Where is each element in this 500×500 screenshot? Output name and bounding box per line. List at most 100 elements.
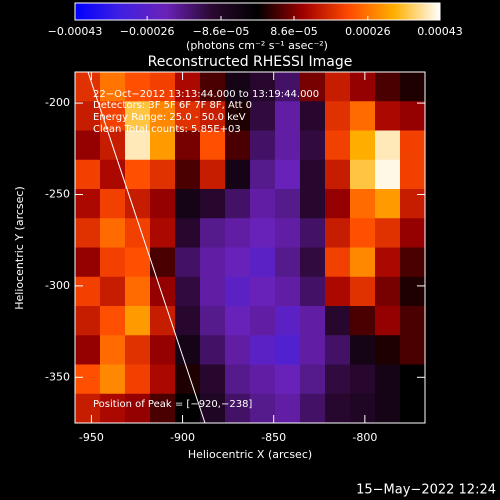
heatmap-cell xyxy=(400,130,426,161)
heatmap-cell xyxy=(175,72,201,102)
x-tick-label: -800 xyxy=(352,431,377,444)
heatmap-cell xyxy=(150,247,176,278)
heatmap-cell xyxy=(200,364,226,395)
heatmap-cell xyxy=(150,130,176,161)
x-tick-label: -850 xyxy=(261,431,286,444)
heatmap-cell xyxy=(325,189,351,219)
heatmap-cell xyxy=(175,218,201,248)
heatmap-cell xyxy=(400,393,426,424)
heatmap-cell xyxy=(100,306,126,336)
heatmap-cell xyxy=(275,189,301,219)
colorbar-tick-label: 8.6e−05 xyxy=(270,25,317,38)
heatmap-cell xyxy=(100,218,126,248)
heatmap-cell xyxy=(150,72,176,102)
heatmap-cell xyxy=(250,130,276,161)
heatmap-cell xyxy=(225,101,251,131)
heatmap-cell xyxy=(275,218,301,248)
heatmap-cell xyxy=(400,364,426,395)
colorbar-tick-label: 0.00026 xyxy=(345,25,391,38)
heatmap-cell xyxy=(75,130,101,161)
colorbar-label: (photons cm⁻² s⁻¹ asec⁻²) xyxy=(186,39,328,52)
x-tick-label: -950 xyxy=(79,431,104,444)
heatmap-cell xyxy=(225,130,251,161)
heatmap-cell xyxy=(300,159,326,190)
heatmap-cell xyxy=(125,101,151,131)
heatmap-cell xyxy=(275,130,301,161)
heatmap-cell xyxy=(325,364,351,395)
heatmap-cell xyxy=(75,218,101,248)
heatmap-cell xyxy=(75,306,101,336)
plot-frame xyxy=(74,71,426,424)
heatmap-cell xyxy=(400,335,426,365)
heatmap-cell xyxy=(175,393,201,424)
heatmap-cell xyxy=(100,159,126,190)
heatmap-cell xyxy=(200,101,226,131)
heatmap-cell xyxy=(400,247,426,278)
heatmap-cell xyxy=(350,72,376,102)
heatmap-cell xyxy=(125,335,151,365)
heatmap-cell xyxy=(225,276,251,307)
heatmap-cell xyxy=(125,159,151,190)
heatmap-cell xyxy=(125,189,151,219)
heatmap-cell xyxy=(250,276,276,307)
heatmap-cell xyxy=(400,276,426,307)
heatmap-cell xyxy=(350,247,376,278)
heatmap-cell xyxy=(375,247,401,278)
heatmap-cell xyxy=(375,393,401,424)
heatmap-cell xyxy=(275,72,301,102)
heatmap-cell xyxy=(200,247,226,278)
chart-title: Reconstructed RHESSI Image xyxy=(148,54,353,70)
heatmap-cell xyxy=(150,218,176,248)
y-tick-label: -250 xyxy=(45,187,70,200)
heatmap-cell xyxy=(225,364,251,395)
heatmap-cell xyxy=(175,276,201,307)
heatmap-cell xyxy=(375,218,401,248)
heatmap-cell xyxy=(225,247,251,278)
heatmap-cell xyxy=(150,276,176,307)
heatmap-cell xyxy=(100,335,126,365)
heatmap-cell xyxy=(375,364,401,395)
heatmap-cell xyxy=(350,364,376,395)
heatmap-cell xyxy=(400,101,426,131)
heatmap-cell xyxy=(375,335,401,365)
heatmap-cell xyxy=(175,189,201,219)
heatmap-cell xyxy=(250,247,276,278)
heatmap-cell xyxy=(175,247,201,278)
heatmap-cell xyxy=(300,393,326,424)
heatmap-cell xyxy=(300,364,326,395)
footer-date: 15−May−2022 12:24 xyxy=(356,483,496,498)
heatmap-cell xyxy=(250,72,276,102)
heatmap-cell xyxy=(125,364,151,395)
y-tick-label: -200 xyxy=(45,96,70,109)
heatmap-cell xyxy=(75,159,101,190)
heatmap-cell xyxy=(250,306,276,336)
x-tick-label: -900 xyxy=(170,431,195,444)
heatmap-cell xyxy=(400,159,426,190)
heatmap-cell xyxy=(350,218,376,248)
heatmap-cell xyxy=(325,218,351,248)
heatmap-cell xyxy=(275,364,301,395)
heatmap-cell xyxy=(300,276,326,307)
heatmap-cell xyxy=(150,189,176,219)
heatmap-cell xyxy=(75,364,101,395)
annotation: Clean Total counts: 5.85E+03 xyxy=(93,124,241,135)
heatmap-cell xyxy=(175,159,201,190)
heatmap-cell xyxy=(75,101,101,131)
heatmap-cell xyxy=(275,335,301,365)
y-axis-label: Heliocentric Y (arcsec) xyxy=(13,186,26,310)
heatmap-cell xyxy=(325,101,351,131)
colorbar-tick-label: −0.00026 xyxy=(120,25,175,38)
heatmap-cell xyxy=(350,306,376,336)
heatmap-cell xyxy=(225,159,251,190)
heatmap-cell xyxy=(325,72,351,102)
heatmap-cell xyxy=(125,247,151,278)
heatmap-cell xyxy=(250,218,276,248)
heatmap-cell xyxy=(350,189,376,219)
heatmap-cell xyxy=(375,159,401,190)
heatmap-cell xyxy=(150,335,176,365)
heatmap-cell xyxy=(250,101,276,131)
heatmap-cell xyxy=(175,101,201,131)
heatmap-cell xyxy=(100,276,126,307)
